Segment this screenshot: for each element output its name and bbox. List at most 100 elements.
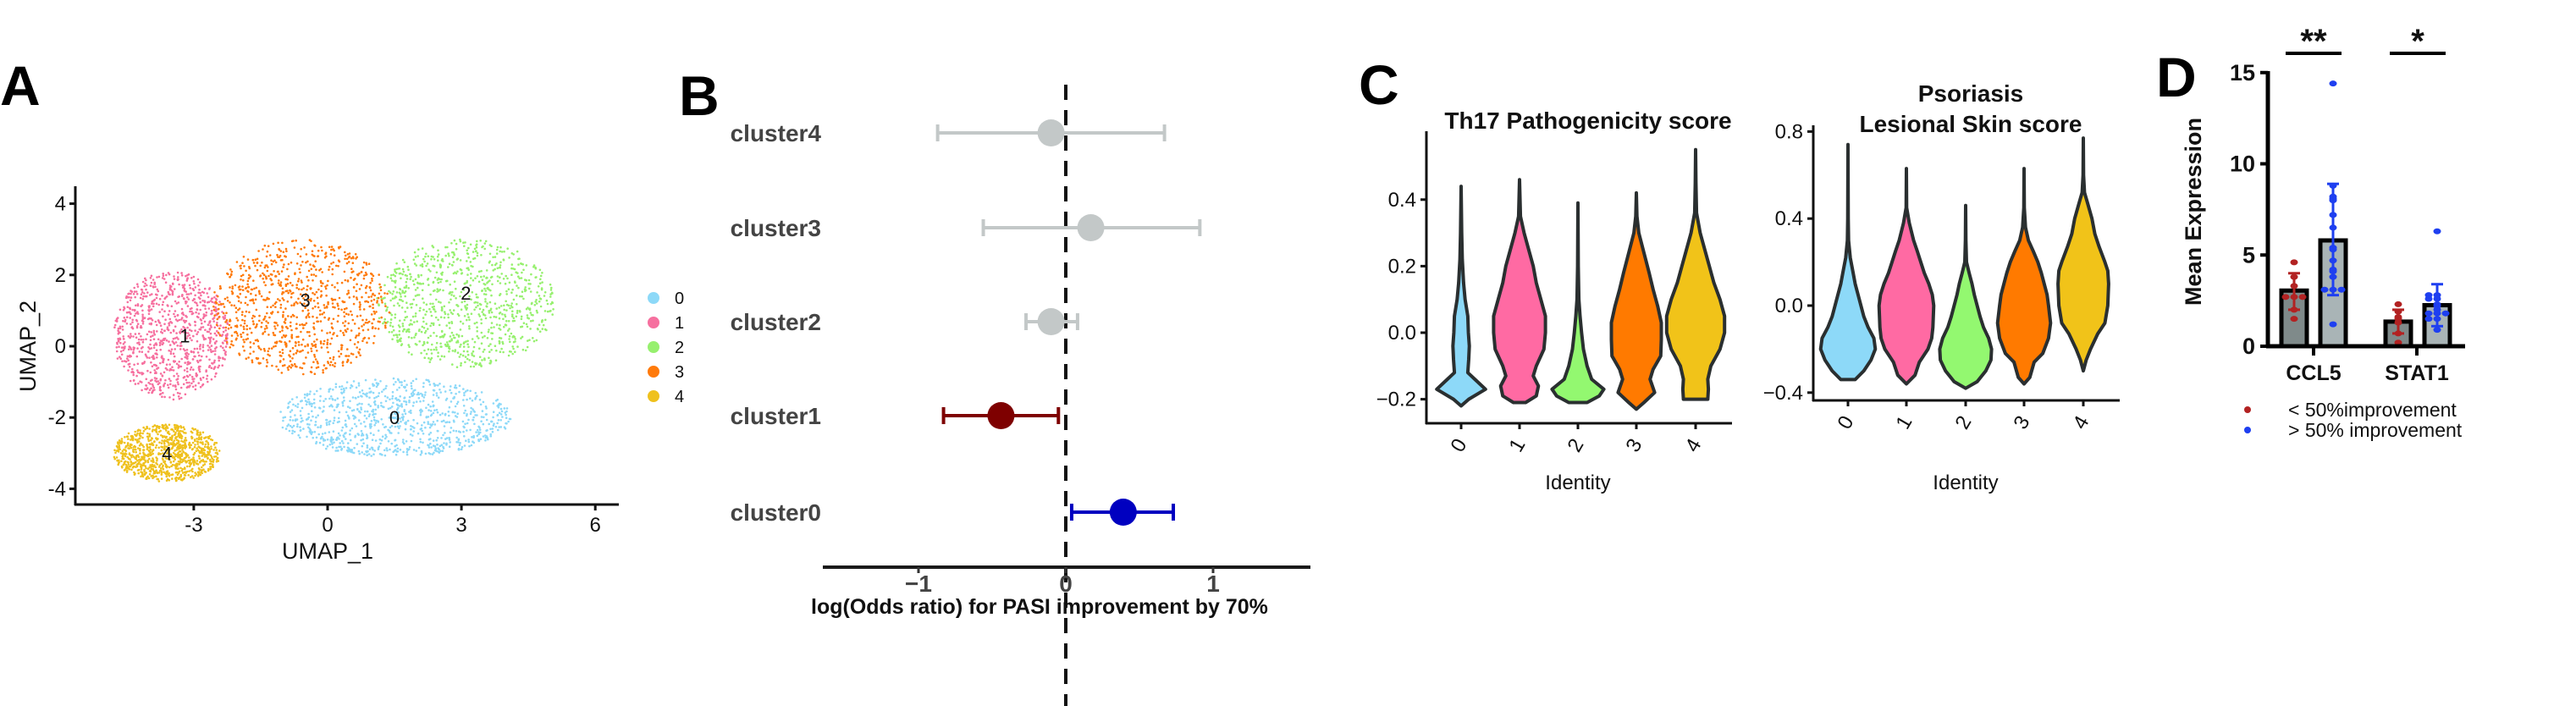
umap-point-cluster-1 xyxy=(198,288,201,291)
umap-point-cluster-0 xyxy=(383,394,387,398)
umap-point-cluster-2 xyxy=(391,325,394,328)
umap-point-cluster-0 xyxy=(445,437,449,439)
umap-point-cluster-3 xyxy=(326,284,328,287)
umap-point-cluster-0 xyxy=(368,396,371,400)
umap-point-cluster-3 xyxy=(263,266,267,269)
violin-x-tick-label: 1 xyxy=(1504,435,1530,456)
umap-point-cluster-2 xyxy=(476,240,478,243)
umap-point-cluster-1 xyxy=(147,330,151,334)
umap-point-cluster-0 xyxy=(328,390,330,393)
umap-point-cluster-1 xyxy=(140,293,143,296)
umap-point-cluster-4 xyxy=(163,427,165,430)
umap-point-cluster-3 xyxy=(240,301,243,304)
umap-point-cluster-4 xyxy=(134,448,137,451)
umap-point-cluster-2 xyxy=(536,311,538,314)
umap-point-cluster-2 xyxy=(466,357,469,361)
umap-point-cluster-0 xyxy=(349,387,352,389)
umap-point-cluster-1 xyxy=(190,277,193,279)
umap-point-cluster-3 xyxy=(289,290,292,293)
umap-point-cluster-2 xyxy=(450,298,452,301)
umap-point-cluster-0 xyxy=(421,429,424,433)
umap-point-cluster-1 xyxy=(190,375,194,378)
umap-point-cluster-4 xyxy=(147,453,150,455)
umap-point-cluster-2 xyxy=(487,330,490,334)
umap-point-cluster-3 xyxy=(350,352,353,356)
umap-point-cluster-3 xyxy=(263,328,267,330)
umap-point-cluster-2 xyxy=(495,349,498,352)
umap-point-cluster-2 xyxy=(468,318,471,322)
umap-point-cluster-2 xyxy=(512,347,515,350)
umap-point-cluster-3 xyxy=(358,348,361,351)
umap-point-cluster-0 xyxy=(291,419,295,422)
umap-point-cluster-1 xyxy=(201,322,203,325)
umap-point-cluster-1 xyxy=(201,317,205,320)
umap-point-cluster-1 xyxy=(162,274,165,278)
umap-point-cluster-0 xyxy=(389,398,391,401)
umap-point-cluster-1 xyxy=(159,393,163,395)
umap-point-cluster-0 xyxy=(403,379,406,383)
umap-point-cluster-2 xyxy=(416,343,418,346)
umap-point-cluster-2 xyxy=(398,329,401,333)
umap-point-cluster-4 xyxy=(155,429,157,433)
umap-point-cluster-4 xyxy=(152,470,156,473)
umap-point-cluster-0 xyxy=(337,403,339,406)
umap-point-cluster-4 xyxy=(203,445,207,448)
umap-point-cluster-0 xyxy=(479,438,483,440)
umap-point-cluster-2 xyxy=(520,325,522,328)
umap-point-cluster-0 xyxy=(468,444,471,448)
umap-point-cluster-0 xyxy=(449,441,451,444)
umap-point-cluster-0 xyxy=(457,448,461,451)
umap-point-cluster-2 xyxy=(421,289,424,292)
umap-point-cluster-3 xyxy=(350,313,354,317)
umap-point-cluster-0 xyxy=(459,442,461,444)
umap-point-cluster-3 xyxy=(287,262,290,266)
umap-point-cluster-3 xyxy=(345,262,349,265)
umap-point-cluster-2 xyxy=(422,340,426,344)
umap-point-cluster-3 xyxy=(331,299,334,301)
umap-point-cluster-3 xyxy=(320,245,323,249)
umap-point-cluster-4 xyxy=(188,465,191,468)
umap-point-cluster-1 xyxy=(150,347,153,350)
umap-point-cluster-3 xyxy=(346,328,349,330)
umap-point-cluster-3 xyxy=(367,337,371,339)
umap-point-cluster-1 xyxy=(161,343,164,346)
umap-point-cluster-0 xyxy=(439,389,441,391)
umap-point-cluster-1 xyxy=(182,286,185,289)
umap-point-cluster-1 xyxy=(130,326,133,329)
umap-point-cluster-3 xyxy=(258,292,262,295)
umap-point-cluster-0 xyxy=(472,418,474,422)
umap-point-cluster-0 xyxy=(306,435,308,438)
umap-point-cluster-2 xyxy=(460,290,463,294)
umap-point-cluster-1 xyxy=(213,296,216,299)
umap-point-cluster-3 xyxy=(234,311,238,314)
umap-point-cluster-3 xyxy=(275,301,278,304)
umap-point-cluster-2 xyxy=(549,293,552,295)
umap-point-cluster-4 xyxy=(163,444,166,448)
umap-point-cluster-3 xyxy=(294,341,297,344)
umap-point-cluster-1 xyxy=(186,295,189,299)
umap-point-cluster-1 xyxy=(149,383,152,385)
umap-point-cluster-2 xyxy=(453,239,456,242)
umap-point-cluster-0 xyxy=(331,443,334,445)
umap-point-cluster-0 xyxy=(442,419,445,422)
umap-point-cluster-2 xyxy=(484,293,488,296)
umap-point-cluster-1 xyxy=(124,296,128,300)
umap-point-cluster-3 xyxy=(316,350,318,352)
umap-point-cluster-1 xyxy=(147,305,151,308)
umap-point-cluster-0 xyxy=(441,412,444,415)
umap-point-cluster-1 xyxy=(201,326,205,328)
umap-point-cluster-1 xyxy=(161,277,164,279)
umap-point-cluster-3 xyxy=(266,269,269,273)
umap-point-cluster-1 xyxy=(146,291,149,294)
umap-point-cluster-3 xyxy=(258,319,261,323)
umap-point-cluster-1 xyxy=(183,369,186,372)
umap-point-cluster-3 xyxy=(301,323,304,326)
umap-point-cluster-3 xyxy=(236,334,240,337)
umap-point-cluster-3 xyxy=(260,295,263,298)
umap-point-cluster-3 xyxy=(287,275,290,278)
umap-point-cluster-3 xyxy=(245,310,248,313)
umap-point-cluster-0 xyxy=(395,417,399,421)
umap-point-cluster-0 xyxy=(478,398,482,401)
umap-point-cluster-3 xyxy=(345,293,349,295)
umap-point-cluster-3 xyxy=(300,247,303,251)
